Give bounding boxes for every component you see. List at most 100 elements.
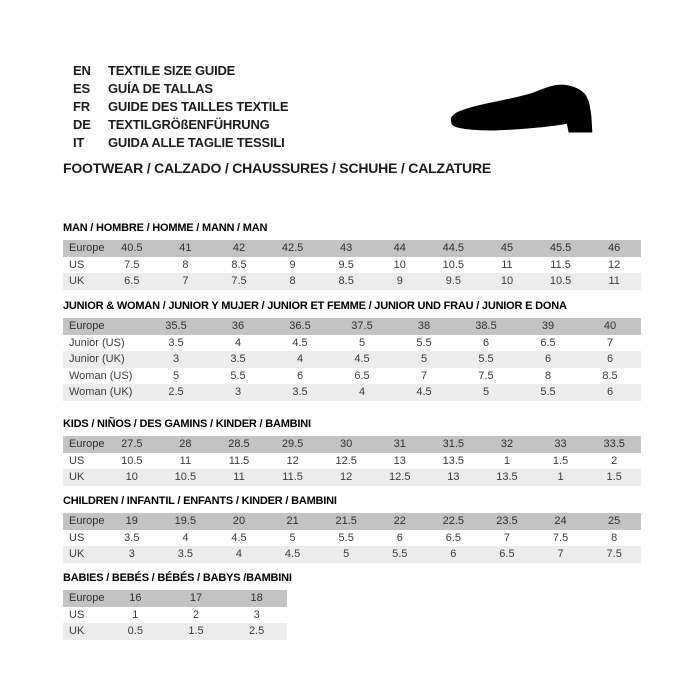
size-cell: 16	[105, 590, 166, 607]
size-cell: 9.5	[319, 256, 373, 273]
size-cell: 36.5	[269, 318, 331, 335]
size-cell: 8.5	[579, 367, 641, 384]
size-table-kids: Europe 27.5 28 28.5 29.5 30 31 31.5 32 33 33.5 US 10…	[63, 436, 641, 486]
size-cell: 1.5	[165, 623, 227, 640]
language-title-row: FR GUIDE DES TAILLES TEXTILE	[73, 97, 289, 115]
size-cell: 29.5	[265, 436, 320, 453]
size-cell: 12.5	[372, 469, 427, 486]
row-label: Europe	[63, 590, 105, 607]
size-cell: 36	[207, 318, 269, 335]
size-cell: 21.5	[319, 513, 373, 530]
size-cell: 8.5	[212, 256, 266, 273]
size-cell: 4	[331, 384, 393, 401]
size-cell: 5	[393, 351, 455, 368]
language-guide-title: GUIDA ALLE TAGLIE TESSILI	[108, 134, 285, 150]
size-cell: 33.5	[587, 436, 641, 453]
size-cell: 28.5	[212, 436, 266, 453]
size-cell: 6.5	[426, 529, 481, 546]
size-cell: 6	[426, 546, 481, 563]
size-cell: 3	[207, 384, 269, 401]
size-cell: 5.5	[372, 546, 427, 563]
row-label: UK	[63, 273, 105, 290]
row-label: Europe	[63, 436, 105, 453]
section-title: JUNIOR & WOMAN / JUNIOR Y MUJER / JUNIOR…	[63, 300, 567, 312]
size-table-children: Europe 19 19.5 20 21 21.5 22 22.5 23.5 24 25 US 3.5 4…	[63, 513, 641, 563]
size-cell: 19	[105, 513, 159, 530]
row-label: Europe	[63, 513, 105, 530]
size-cell: 45	[480, 240, 534, 257]
size-cell: 5	[265, 529, 320, 546]
size-cell: 4.5	[212, 529, 266, 546]
row-label: Europe	[63, 318, 145, 335]
size-cell: 1	[105, 606, 166, 623]
size-cell: 1.5	[587, 469, 641, 486]
language-title-row: EN TEXTILE SIZE GUIDE	[73, 61, 288, 79]
size-cell: 4	[212, 546, 266, 563]
size-cell: 5	[319, 546, 373, 563]
size-table-junior-woman: Europe 35.5 36 36.5 37.5 38 38.5 39 40 Junior (US…	[63, 318, 641, 401]
size-cell: 10.5	[426, 256, 481, 273]
table-row: US 3.5 4 4.5 5 5.5 6 6.5 7 7.5 8	[63, 529, 641, 546]
table-header-row: Europe 35.5 36 36.5 37.5 38 38.5 39 40	[63, 318, 641, 335]
size-cell: 10	[372, 256, 427, 273]
table-row: Junior (UK) 3 3.5 4 4.5 5 5.5 6 6	[63, 351, 641, 368]
size-cell: 4	[158, 529, 213, 546]
size-cell: 40	[579, 318, 641, 335]
size-cell: 3.5	[269, 384, 331, 401]
language-guide-title: TEXTILGRÖßENFÜHRUNG	[108, 116, 270, 132]
size-cell: 5.5	[207, 367, 269, 384]
size-cell: 5	[455, 384, 517, 401]
size-cell: 6.5	[480, 546, 534, 563]
size-cell: 5.5	[517, 384, 579, 401]
size-cell: 8	[587, 529, 641, 546]
size-cell: 7	[533, 546, 588, 563]
table-row: UK 6.5 7 7.5 8 8.5 9 9.5 10 10.5 11	[63, 273, 641, 290]
section-junior-woman: JUNIOR & WOMAN / JUNIOR Y MUJER / JUNIOR…	[63, 300, 641, 401]
size-cell: 39	[517, 318, 579, 335]
size-cell: 13.5	[426, 452, 481, 469]
size-cell: 11	[587, 273, 641, 290]
size-cell: 6.5	[105, 273, 159, 290]
section-title: CHILDREN / INFANTIL / ENFANTS / KINDER /…	[63, 495, 337, 507]
size-cell: 18	[226, 590, 287, 607]
table-header-row: Europe 19 19.5 20 21 21.5 22 22.5 23.5 24 25	[63, 513, 641, 530]
category-heading: FOOTWEAR / CALZADO / CHAUSSURES / SCHUHE…	[63, 160, 492, 176]
language-code: EN	[73, 62, 91, 78]
size-cell: 9	[265, 256, 320, 273]
row-label: Woman (US)	[63, 367, 145, 384]
size-cell: 23.5	[480, 513, 534, 530]
size-cell: 11	[212, 469, 266, 486]
row-label: US	[63, 529, 105, 546]
language-code: ES	[73, 80, 90, 96]
size-cell: 12.5	[319, 452, 373, 469]
size-cell: 40.5	[105, 240, 159, 257]
size-cell: 11	[158, 452, 213, 469]
size-cell: 6	[269, 367, 331, 384]
size-cell: 8.5	[319, 273, 373, 290]
table-row: US 7.5 8 8.5 9 9.5 10 10.5 11 11.5 12	[63, 256, 641, 273]
shoe-icon	[444, 78, 626, 148]
size-cell: 7.5	[533, 529, 588, 546]
table-header-row: Europe 16 17 18	[63, 590, 287, 607]
language-guide-title: GUIDE DES TAILLES TEXTILE	[108, 98, 289, 114]
size-cell: 7.5	[212, 273, 266, 290]
size-cell: 13	[426, 469, 481, 486]
size-cell: 20	[212, 513, 266, 530]
size-cell: 6.5	[331, 367, 393, 384]
size-cell: 6	[579, 384, 641, 401]
row-label: UK	[63, 546, 105, 563]
size-cell: 5	[331, 334, 393, 351]
size-cell: 11.5	[265, 469, 320, 486]
row-label: UK	[63, 623, 105, 640]
row-label: Junior (UK)	[63, 351, 145, 368]
section-man: MAN / HOMBRE / HOMME / MANN / MAN Europe…	[63, 222, 641, 290]
size-table-babies: Europe 16 17 18 US 1 2 3 UK 0.5 1.5 2.5	[63, 590, 287, 640]
size-cell: 6	[517, 351, 579, 368]
size-cell: 4	[269, 351, 331, 368]
size-cell: 3	[226, 606, 287, 623]
section-title: KIDS / NIÑOS / DES GAMINS / KINDER / BAM…	[63, 418, 311, 430]
language-title-row: ES GUÍA DE TALLAS	[73, 79, 288, 97]
language-code: DE	[73, 116, 91, 132]
size-cell: 3.5	[207, 351, 269, 368]
row-label: Junior (US)	[63, 334, 145, 351]
